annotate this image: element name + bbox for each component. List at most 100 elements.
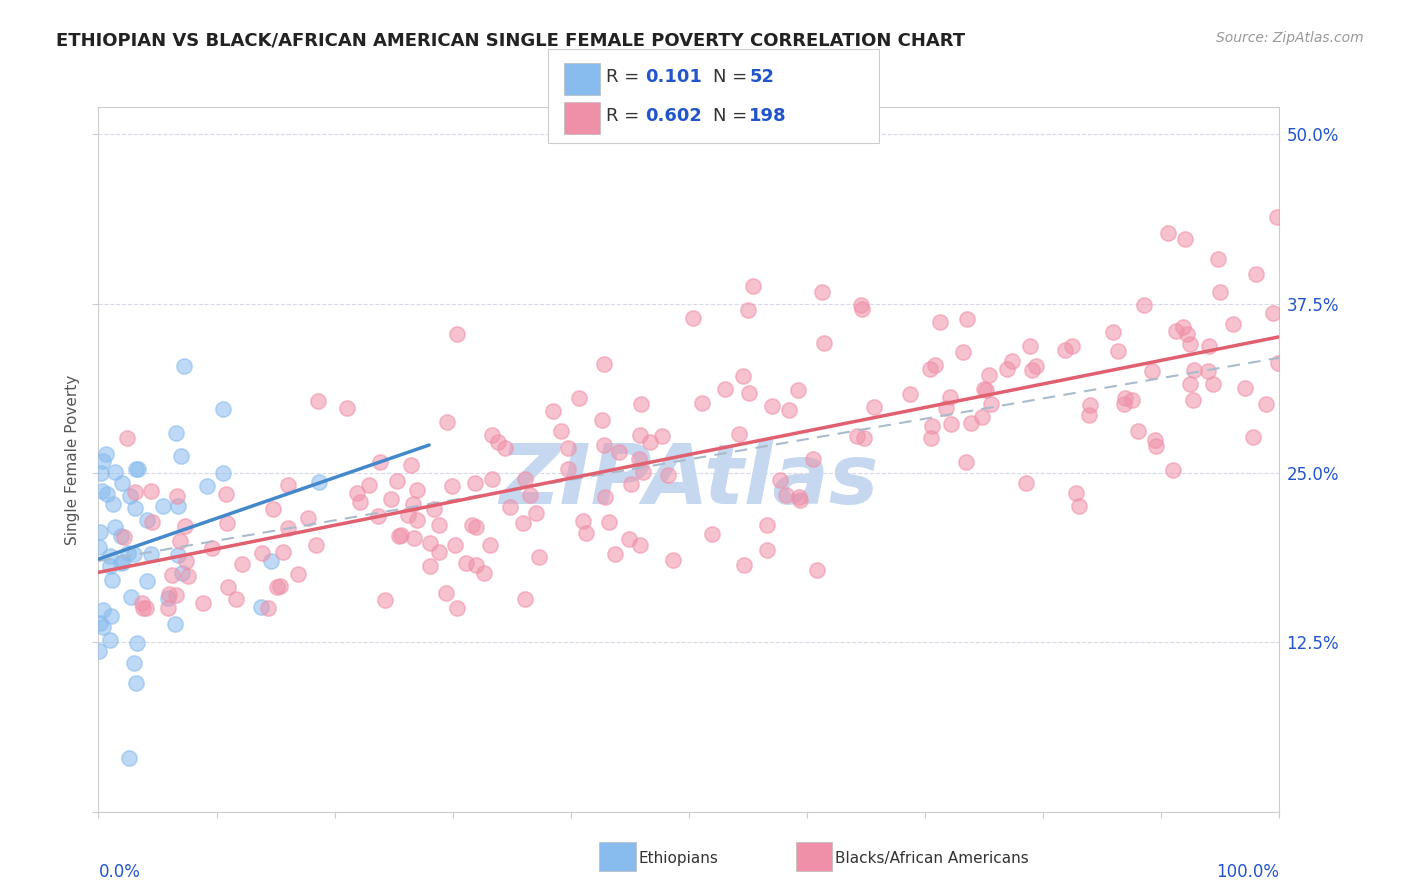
Point xyxy=(811,285,834,299)
Point xyxy=(775,488,797,502)
Point xyxy=(444,538,467,552)
Point xyxy=(617,532,640,546)
Point xyxy=(464,520,486,534)
Point xyxy=(630,397,652,411)
Point xyxy=(170,449,193,463)
Point xyxy=(524,506,547,520)
Point xyxy=(1021,363,1043,377)
Point xyxy=(952,345,974,359)
Point xyxy=(162,568,184,582)
Text: ZIPAtlas: ZIPAtlas xyxy=(499,440,879,521)
Point xyxy=(215,516,238,530)
Point xyxy=(349,495,371,509)
Point xyxy=(434,586,457,600)
Point xyxy=(250,546,273,560)
Point xyxy=(742,279,765,293)
Point xyxy=(166,489,188,503)
Point xyxy=(174,554,197,568)
Point xyxy=(657,467,679,482)
Point xyxy=(370,455,392,469)
Point xyxy=(1140,364,1163,378)
Point xyxy=(1197,364,1219,378)
Point xyxy=(1128,424,1150,438)
Point xyxy=(135,574,157,588)
Point xyxy=(481,471,503,485)
Point xyxy=(956,312,979,326)
Point xyxy=(631,465,654,479)
Point xyxy=(1178,337,1201,351)
Point xyxy=(995,362,1018,376)
Point xyxy=(1069,500,1091,514)
Point xyxy=(215,487,238,501)
Point xyxy=(389,528,412,542)
Point xyxy=(367,509,389,524)
Point xyxy=(550,424,572,438)
Point xyxy=(787,383,810,397)
Point xyxy=(1144,439,1167,453)
Point xyxy=(1263,306,1285,320)
Point xyxy=(568,391,591,405)
Point xyxy=(1222,318,1244,332)
Point xyxy=(1267,210,1289,224)
Point xyxy=(118,750,141,764)
Point xyxy=(769,473,792,487)
Point xyxy=(920,431,942,445)
Point xyxy=(87,541,110,555)
Point xyxy=(513,472,536,486)
Text: N =: N = xyxy=(713,69,752,87)
Point xyxy=(89,524,111,539)
Point xyxy=(620,476,643,491)
Point xyxy=(120,591,142,605)
Point xyxy=(401,458,423,473)
Point xyxy=(1077,408,1099,422)
Point xyxy=(110,556,132,570)
Point xyxy=(94,447,117,461)
Point xyxy=(692,395,714,409)
Point xyxy=(141,515,163,529)
Point xyxy=(225,591,247,606)
Point xyxy=(277,478,299,492)
Point xyxy=(380,491,402,506)
Text: 100.0%: 100.0% xyxy=(1216,863,1279,881)
Point xyxy=(91,483,114,498)
Point xyxy=(481,427,503,442)
Point xyxy=(90,466,112,480)
Point xyxy=(738,386,761,401)
Point xyxy=(436,415,458,429)
Point xyxy=(1209,285,1232,299)
Point xyxy=(628,538,651,552)
Point xyxy=(638,435,661,450)
Point xyxy=(1121,393,1143,408)
Point xyxy=(111,476,134,491)
Point xyxy=(464,558,486,572)
Point xyxy=(423,501,446,516)
Point xyxy=(955,455,977,469)
Point xyxy=(163,616,186,631)
Point xyxy=(396,508,419,522)
Text: Source: ZipAtlas.com: Source: ZipAtlas.com xyxy=(1216,31,1364,45)
Point xyxy=(117,546,139,560)
Point xyxy=(733,558,755,573)
Point xyxy=(101,573,124,587)
Point xyxy=(1018,339,1040,353)
Point xyxy=(1175,326,1198,341)
Point xyxy=(87,644,110,658)
Point xyxy=(980,397,1002,411)
Point xyxy=(193,596,215,610)
Point xyxy=(446,326,468,341)
Point xyxy=(755,543,778,558)
Point xyxy=(173,359,195,373)
Point xyxy=(305,538,328,552)
Point xyxy=(1062,339,1084,353)
Text: 0.101: 0.101 xyxy=(645,69,702,87)
Point xyxy=(1164,324,1187,338)
Y-axis label: Single Female Poverty: Single Female Poverty xyxy=(65,375,80,544)
Point xyxy=(98,549,121,564)
Point xyxy=(307,393,329,408)
Point xyxy=(177,569,200,583)
Point xyxy=(1025,359,1047,373)
Point xyxy=(256,601,278,615)
Point xyxy=(1233,381,1256,395)
Point xyxy=(212,466,235,480)
Text: 0.602: 0.602 xyxy=(645,107,702,125)
